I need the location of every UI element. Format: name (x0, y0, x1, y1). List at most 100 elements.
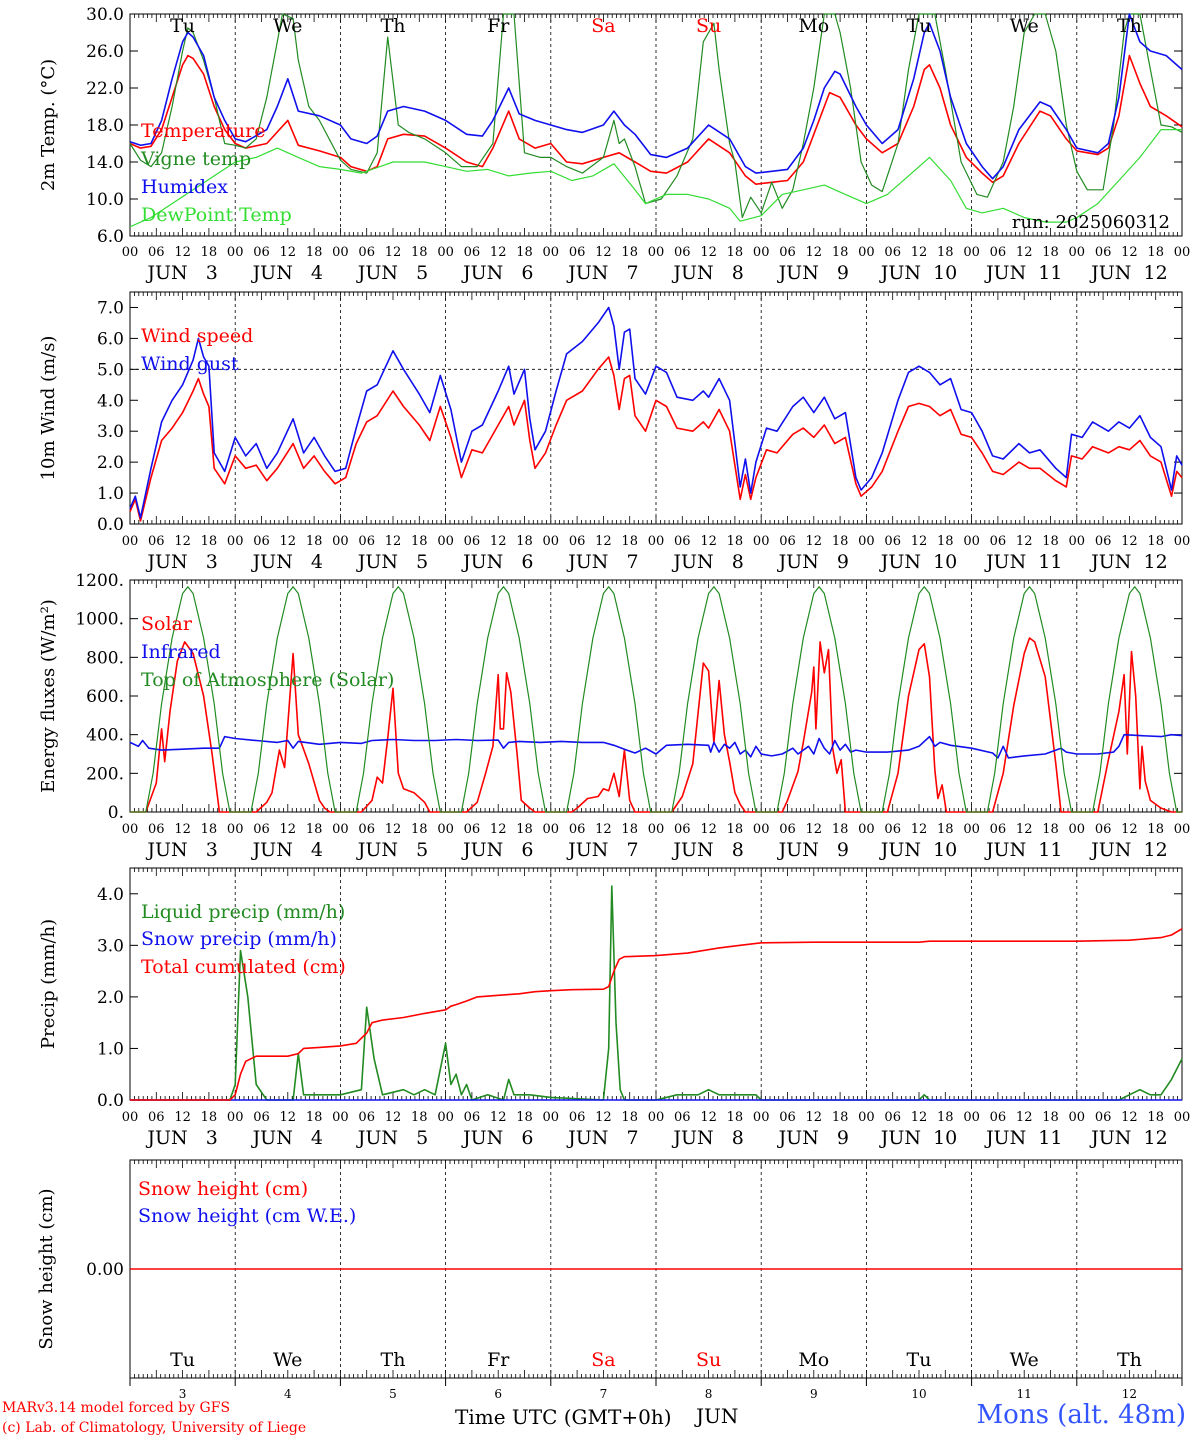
weekday-label: Mo (798, 15, 829, 37)
hour-tick-label: 00 (1174, 534, 1191, 549)
y-tick-label: 1.0 (97, 484, 124, 504)
weekday-label: We (1010, 1349, 1039, 1371)
hour-tick-label: 00 (1174, 245, 1191, 260)
series-infrared (129, 733, 1183, 759)
day-label: JUN 9 (777, 839, 849, 861)
hour-tick-label: 00 (648, 1110, 665, 1125)
hour-tick-label: 18 (937, 1110, 954, 1125)
hour-tick-label: 12 (1121, 245, 1138, 260)
hour-tick-label: 00 (122, 245, 139, 260)
y-tick-label: 5.0 (97, 360, 124, 380)
series-wind-gust (129, 306, 1183, 519)
day-label: JUN 12 (1089, 551, 1168, 573)
legend-entry: Snow height (cm W.E.) (138, 1205, 356, 1227)
hour-tick-label: 06 (253, 534, 270, 549)
hour-tick-label: 12 (174, 245, 191, 260)
weekday-label: We (273, 1349, 302, 1371)
hour-tick-label: 00 (648, 534, 665, 549)
hour-tick-label: 12 (1121, 1110, 1138, 1125)
hour-tick-label: 06 (1095, 534, 1112, 549)
hour-tick-label: 00 (753, 245, 770, 260)
day-label: JUN 9 (777, 1127, 849, 1149)
hour-tick-label: 18 (1147, 245, 1164, 260)
day-number-label: 8 (705, 1387, 713, 1401)
hour-tick-label: 12 (1016, 1110, 1033, 1125)
y-tick-label: 30.0 (86, 5, 124, 25)
hour-tick-label: 18 (516, 1110, 533, 1125)
hour-tick-label: 18 (621, 245, 638, 260)
legend-entry: Snow height (cm) (138, 1178, 308, 1200)
hour-tick-label: 00 (122, 1110, 139, 1125)
hour-tick-label: 00 (543, 1110, 560, 1125)
y-tick-label: 4.0 (97, 391, 124, 411)
hour-tick-label: 00 (437, 822, 454, 837)
hour-tick-label: 18 (411, 822, 428, 837)
series-wind-speed (129, 356, 1183, 522)
legend-entry: Wind gust (141, 353, 239, 375)
hour-tick-label: 00 (227, 822, 244, 837)
series-humidex (129, 13, 1183, 180)
hour-tick-label: 12 (385, 245, 402, 260)
y-tick-label: 10.0 (86, 190, 124, 210)
hour-tick-label: 18 (621, 822, 638, 837)
lab-credit: (c) Lab. of Climatology, University of L… (2, 1420, 307, 1436)
day-label: JUN 10 (879, 551, 958, 573)
hour-tick-label: 00 (963, 1110, 980, 1125)
day-number-label: 3 (179, 1387, 187, 1401)
day-label: JUN 4 (251, 1127, 323, 1149)
hour-tick-label: 12 (385, 822, 402, 837)
legend-entry: DewPoint Temp (141, 204, 292, 226)
day-label: JUN 8 (671, 1127, 743, 1149)
hour-tick-label: 12 (490, 1110, 507, 1125)
day-label: JUN 7 (566, 262, 638, 284)
hour-tick-label: 12 (280, 1110, 297, 1125)
hour-tick-label: 06 (464, 245, 481, 260)
day-label: JUN 7 (566, 551, 638, 573)
legend-entry: Solar (141, 613, 193, 635)
weekday-label: Sa (591, 15, 615, 37)
legend-entry: Infrared (141, 641, 221, 663)
hour-tick-label: 18 (201, 822, 218, 837)
day-label: JUN 7 (566, 1127, 638, 1149)
y-tick-label: 7.0 (97, 298, 124, 318)
legend-entry: Top of Atmosphere (Solar) (141, 669, 394, 691)
day-label: JUN 6 (461, 551, 533, 573)
y-tick-label: 22.0 (86, 79, 124, 99)
hour-tick-label: 18 (1042, 534, 1059, 549)
y-tick-label: 0.0 (97, 515, 124, 535)
run-annotation: run: 2025060312 (1012, 212, 1170, 233)
day-label: JUN 3 (145, 839, 217, 861)
hour-tick-label: 12 (280, 245, 297, 260)
hour-tick-label: 06 (253, 245, 270, 260)
y-tick-label: 4.0 (97, 885, 124, 905)
hour-tick-label: 06 (569, 534, 586, 549)
hour-tick-label: 18 (937, 534, 954, 549)
day-label: JUN 12 (1089, 262, 1168, 284)
panel-1: 30.0 26.0 22.0 18.0 14.0 10.0 6.0 2m Temp. (°C)… (38, 5, 1190, 284)
hour-tick-label: 18 (201, 1110, 218, 1125)
hour-tick-label: 12 (700, 822, 717, 837)
hour-tick-label: 18 (832, 245, 849, 260)
hour-tick-label: 12 (806, 1110, 823, 1125)
hour-tick-label: 12 (806, 822, 823, 837)
hour-tick-label: 12 (490, 245, 507, 260)
hour-tick-label: 12 (1016, 534, 1033, 549)
hour-tick-label: 06 (358, 822, 375, 837)
weekday-label: Th (381, 15, 406, 37)
weekday-label: Tu (170, 1349, 195, 1371)
legend-entry: Snow precip (mm/h) (141, 928, 337, 950)
hour-tick-label: 06 (253, 1110, 270, 1125)
day-number-label: 5 (389, 1387, 397, 1401)
hour-tick-label: 00 (648, 245, 665, 260)
day-label: JUN 10 (879, 839, 958, 861)
day-label: JUN 10 (879, 262, 958, 284)
hour-tick-label: 00 (1174, 822, 1191, 837)
hour-tick-label: 18 (1042, 245, 1059, 260)
hour-tick-label: 06 (358, 534, 375, 549)
legend-entry: Humidex (141, 176, 228, 198)
hour-tick-label: 06 (569, 1110, 586, 1125)
weekday-label: Tu (170, 15, 195, 37)
hour-tick-label: 06 (464, 534, 481, 549)
hour-tick-label: 06 (990, 245, 1007, 260)
hour-tick-label: 18 (937, 822, 954, 837)
